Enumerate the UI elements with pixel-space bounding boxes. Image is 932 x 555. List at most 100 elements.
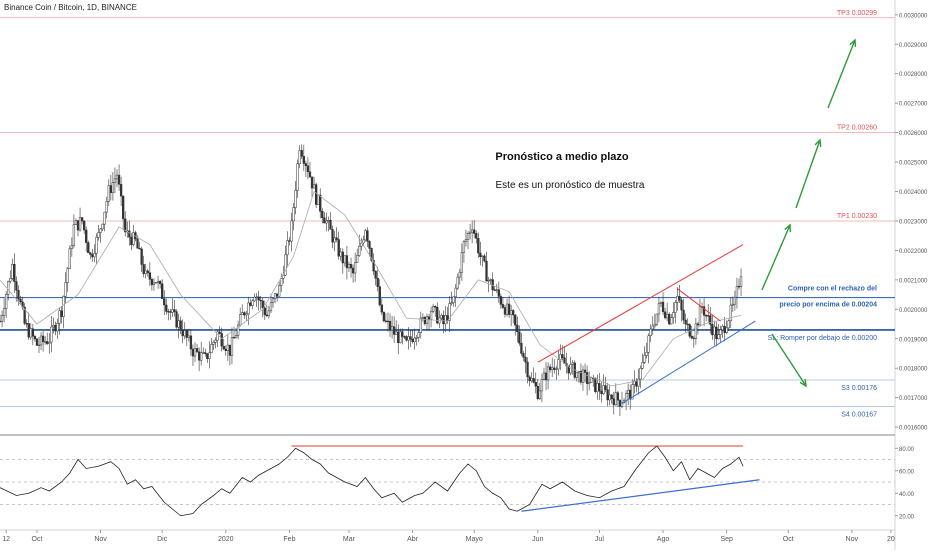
candle-body [737, 285, 741, 288]
channel-lower-line [621, 320, 756, 404]
candle-body [321, 211, 324, 218]
candle-body [356, 255, 359, 263]
candle-body [382, 311, 386, 322]
candle-body [115, 174, 119, 180]
x-tick-label: 12 [2, 536, 10, 543]
candle-body [719, 329, 722, 335]
candle-body [610, 394, 613, 399]
candle-body [183, 330, 186, 337]
x-tick-label: 2020 [218, 536, 234, 543]
candle-body [331, 229, 334, 243]
candle-body [676, 295, 679, 303]
candle-body [657, 303, 661, 315]
candle-body [647, 335, 650, 353]
candle-body [109, 185, 112, 193]
candle-body [33, 336, 37, 340]
candle-body [419, 317, 422, 333]
candle-body [263, 307, 266, 316]
x-tick-label: Oct [783, 536, 794, 543]
x-tick-label: Mayo [466, 536, 483, 543]
candle-body [97, 232, 100, 238]
candle-body [83, 220, 86, 231]
candle-body [294, 190, 297, 208]
rsi-tick-label: 40.00 [899, 492, 915, 498]
candle-body [13, 264, 16, 282]
candle-body [241, 312, 244, 315]
candle-body [70, 245, 73, 249]
candle-body [626, 389, 630, 394]
candle-body [325, 220, 328, 224]
candle-body [310, 176, 314, 189]
candle-body [5, 294, 8, 309]
candle-body [44, 341, 47, 343]
candle-body [532, 378, 535, 383]
candle-body [93, 252, 96, 258]
candle-body [296, 163, 299, 191]
candle-body [154, 282, 158, 284]
candle-body [386, 320, 390, 323]
candle-body [19, 298, 22, 303]
candle-body [247, 302, 250, 315]
candle-body [711, 324, 714, 336]
candle-body [682, 309, 685, 321]
projection-arrow [761, 224, 791, 291]
candle-body [107, 185, 110, 202]
candle-body [185, 330, 188, 338]
candle-body [278, 285, 281, 297]
candle-body [409, 336, 412, 340]
candle-body [454, 287, 457, 297]
candle-body [645, 352, 648, 356]
candle-body [0, 315, 4, 322]
candle-body [167, 311, 170, 313]
candle-body [140, 248, 143, 265]
candle-body [698, 306, 702, 326]
candle-body [224, 348, 227, 351]
candle-body [282, 274, 285, 279]
candle-body [76, 220, 80, 231]
candle-body [337, 239, 340, 257]
chart-title: Pronóstico a medio plazo [495, 151, 629, 163]
candle-body [635, 380, 638, 387]
symbol-label: Binance Coin / Bitcoin, 1D, BINANCE [4, 3, 137, 12]
candle-body [130, 236, 133, 245]
candle-body [50, 326, 53, 343]
candle-body [220, 333, 223, 347]
candle-body [288, 240, 291, 242]
candle-body [397, 331, 400, 344]
candle-body [460, 252, 464, 273]
candle-body [641, 362, 644, 369]
candle-body [663, 311, 667, 319]
candle-body [216, 331, 219, 341]
candle-body [637, 378, 640, 387]
candle-body [561, 354, 564, 359]
candle-body [245, 313, 248, 316]
candle-body [423, 316, 427, 324]
candle-body [230, 337, 234, 356]
candle-body [251, 300, 254, 306]
candle-body [146, 270, 149, 273]
candle-body [271, 298, 275, 303]
candle-body [35, 338, 39, 346]
candle-body [132, 232, 135, 245]
candle-body [448, 303, 451, 321]
candle-body [368, 241, 371, 249]
x-tick-label: Jun [532, 536, 543, 543]
candle-body [23, 306, 26, 324]
y-tick-label: 0.0017000 [899, 396, 928, 402]
rsi-tick-label: 80.00 [899, 447, 915, 453]
candle-body [450, 302, 453, 304]
candle-body [80, 217, 84, 222]
candle-body [505, 303, 509, 315]
candle-body [668, 313, 671, 325]
candle-body [304, 163, 308, 167]
candle-body [729, 304, 732, 322]
candle-body [144, 270, 147, 275]
candle-body [31, 328, 34, 337]
candle-body [177, 320, 180, 328]
candle-body [319, 194, 322, 212]
candle-body [631, 384, 634, 400]
y-tick-label: 0.0022000 [899, 249, 928, 255]
candle-body [165, 304, 168, 312]
candle-body [596, 383, 599, 392]
